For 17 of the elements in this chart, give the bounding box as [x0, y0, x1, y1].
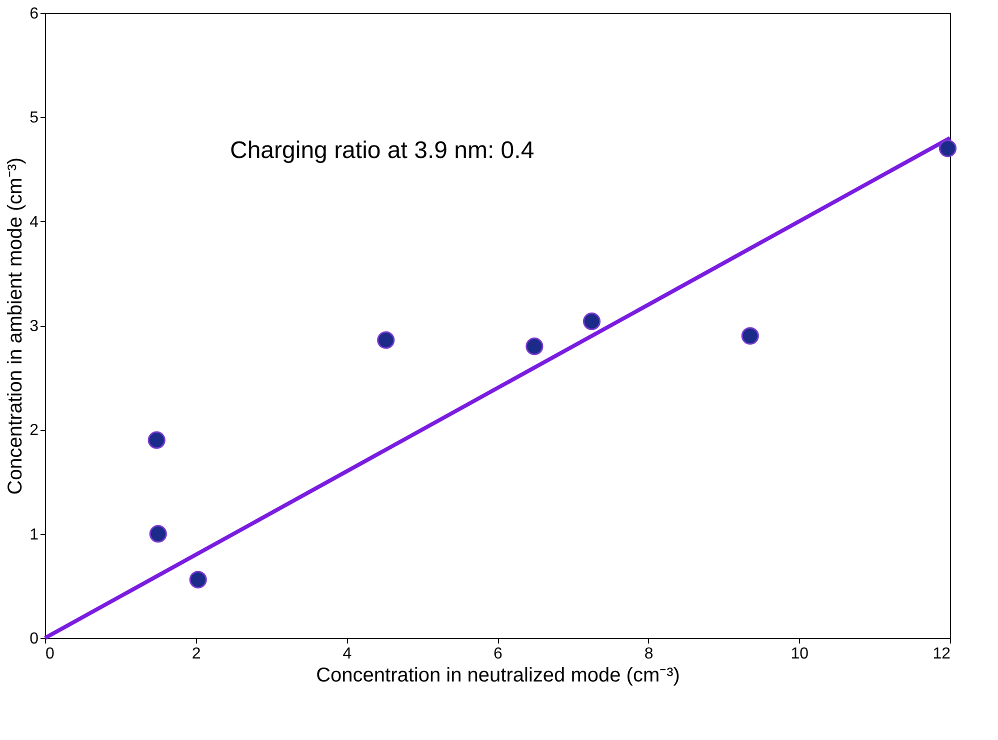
- y-tick-label: 0: [30, 630, 39, 648]
- x-tick-label: 6: [494, 646, 503, 662]
- x-axis-title: Concentration in neutralized mode (cm⁻³): [316, 664, 680, 686]
- y-axis-title: Concentration in ambient mode (cm⁻³): [4, 157, 27, 495]
- x-tick-label: 0: [46, 646, 54, 662]
- x-tick-label: 4: [342, 646, 352, 662]
- x-tick-label: 12: [932, 646, 951, 662]
- y-tick-label: 6: [30, 6, 39, 22]
- y-tick-label: 5: [30, 110, 39, 127]
- x-tick-label: 8: [644, 646, 654, 662]
- y-tick-label: 4: [30, 214, 39, 231]
- annotation: Charging ratio at 3.9 nm: 0.4: [230, 137, 534, 164]
- x-tick-label: 10: [790, 646, 809, 662]
- y-tick-label: 1: [30, 526, 39, 544]
- x-tick-label: 2: [192, 646, 201, 662]
- y-tick-label: 2: [30, 422, 39, 440]
- y-tick-label: 3: [30, 318, 39, 335]
